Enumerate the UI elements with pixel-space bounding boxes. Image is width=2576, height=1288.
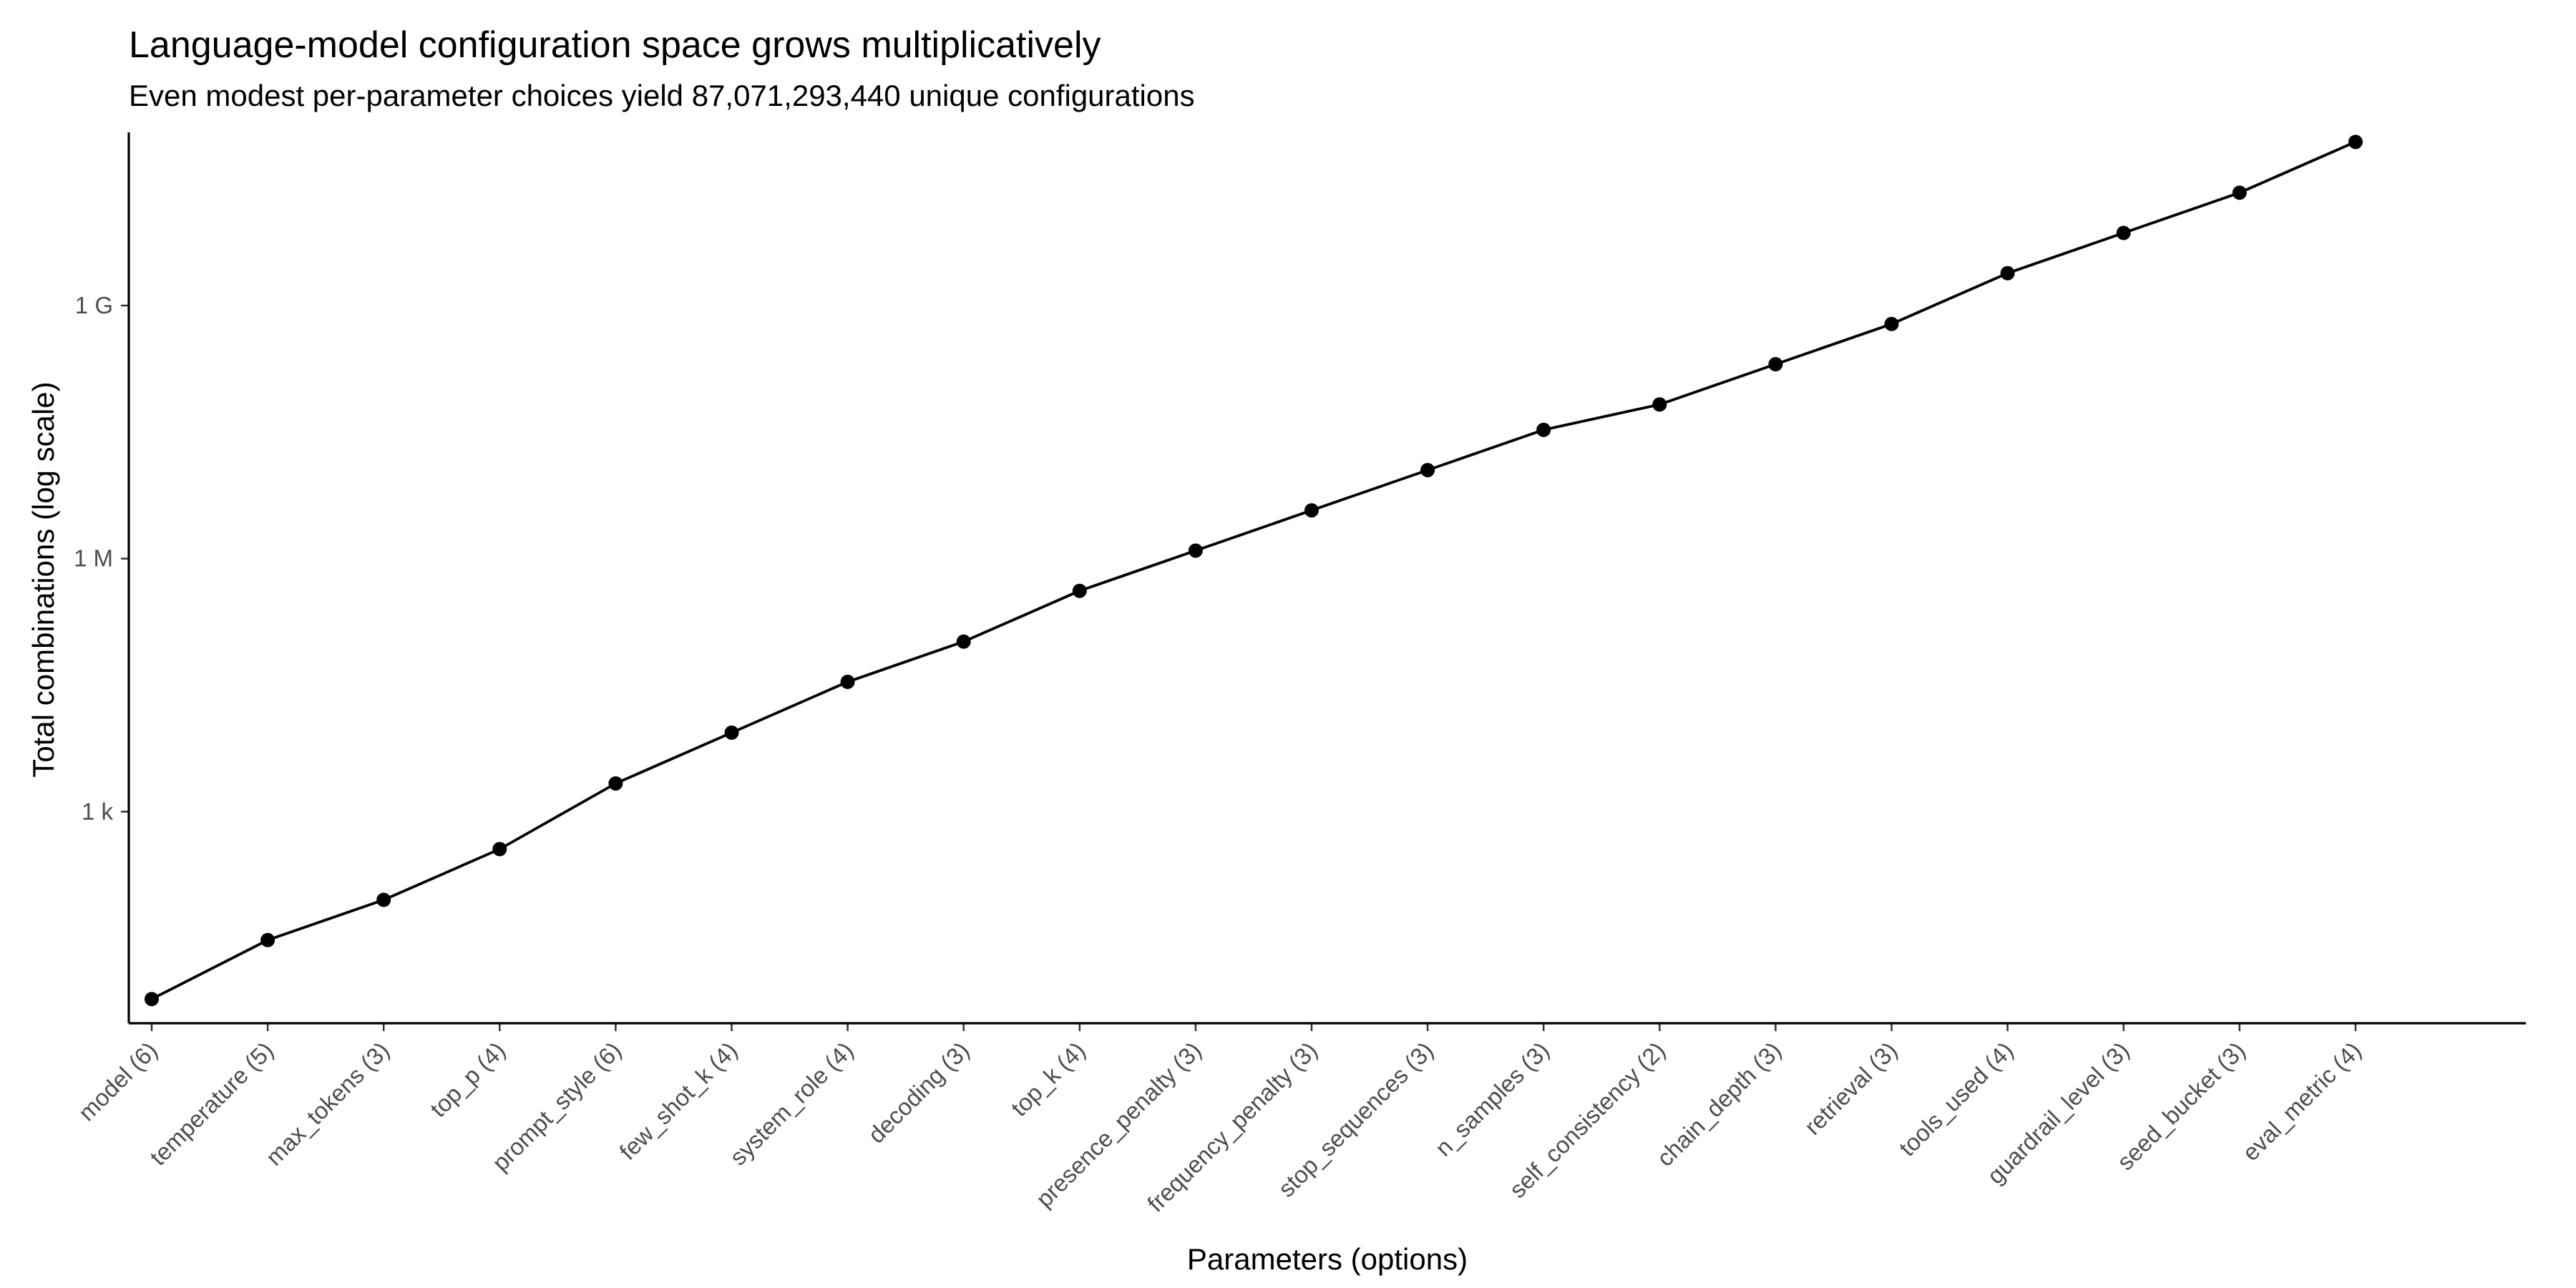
x-tick-label: temperature (5): [145, 1037, 278, 1171]
y-tick-label: 1 G: [75, 292, 113, 318]
data-point-2: [376, 892, 391, 907]
y-tick-label: 1 M: [74, 545, 113, 572]
x-tick-label: retrieval (3): [1799, 1037, 1902, 1140]
data-point-0: [145, 992, 159, 1007]
chart-subtitle: Even modest per-parameter choices yield …: [129, 79, 1195, 112]
chart-title: Language-model configuration space grows…: [129, 24, 1101, 66]
x-axis-ticks: model (6)temperature (5)max_tokens (3) to…: [73, 1023, 2366, 1217]
x-tick-label: tools_used (4): [1894, 1037, 2019, 1161]
data-point-16: [2000, 265, 2015, 280]
x-tick-label: eval_metric (4): [2237, 1037, 2366, 1166]
x-tick-label: seed_bucket (3): [2112, 1037, 2250, 1175]
y-axis-title: Total combinations (log scale): [26, 381, 60, 777]
series-line: [151, 140, 2356, 1000]
data-point-11: [1420, 462, 1435, 477]
data-point-1: [260, 932, 275, 947]
data-point-8: [1072, 583, 1087, 598]
data-point-3: [492, 841, 507, 857]
data-point-14: [1768, 357, 1783, 372]
x-tick-label: decoding (3): [863, 1037, 975, 1148]
data-point-19: [2348, 135, 2363, 150]
x-tick-label: system_role (4): [725, 1037, 859, 1171]
data-point-4: [608, 776, 623, 791]
y-axis-ticks: 1 k 1 M 1 G: [74, 292, 129, 824]
data-point-17: [2116, 225, 2131, 240]
data-point-10: [1304, 503, 1319, 518]
x-tick-label: max_tokens (3): [260, 1037, 394, 1171]
y-tick-label: 1 k: [82, 798, 114, 824]
x-axis-title: Parameters (options): [1187, 1242, 1468, 1276]
x-tick-label: few_shot_k (4): [614, 1037, 742, 1165]
x-tick-label: top_k (4): [1005, 1037, 1090, 1121]
series-combinations: [145, 135, 2363, 1007]
data-point-6: [840, 674, 855, 689]
data-point-13: [1652, 397, 1667, 412]
data-point-12: [1536, 422, 1551, 437]
data-point-18: [2232, 185, 2247, 200]
x-tick-label: chain_depth (3): [1652, 1037, 1786, 1171]
data-point-5: [724, 725, 739, 740]
data-point-9: [1188, 543, 1203, 558]
x-tick-label: model (6): [73, 1037, 162, 1126]
x-tick-label: n_samples (3): [1430, 1037, 1554, 1161]
x-tick-label: top_p (4): [425, 1037, 511, 1123]
data-point-7: [956, 634, 971, 649]
data-point-15: [1884, 316, 1899, 331]
